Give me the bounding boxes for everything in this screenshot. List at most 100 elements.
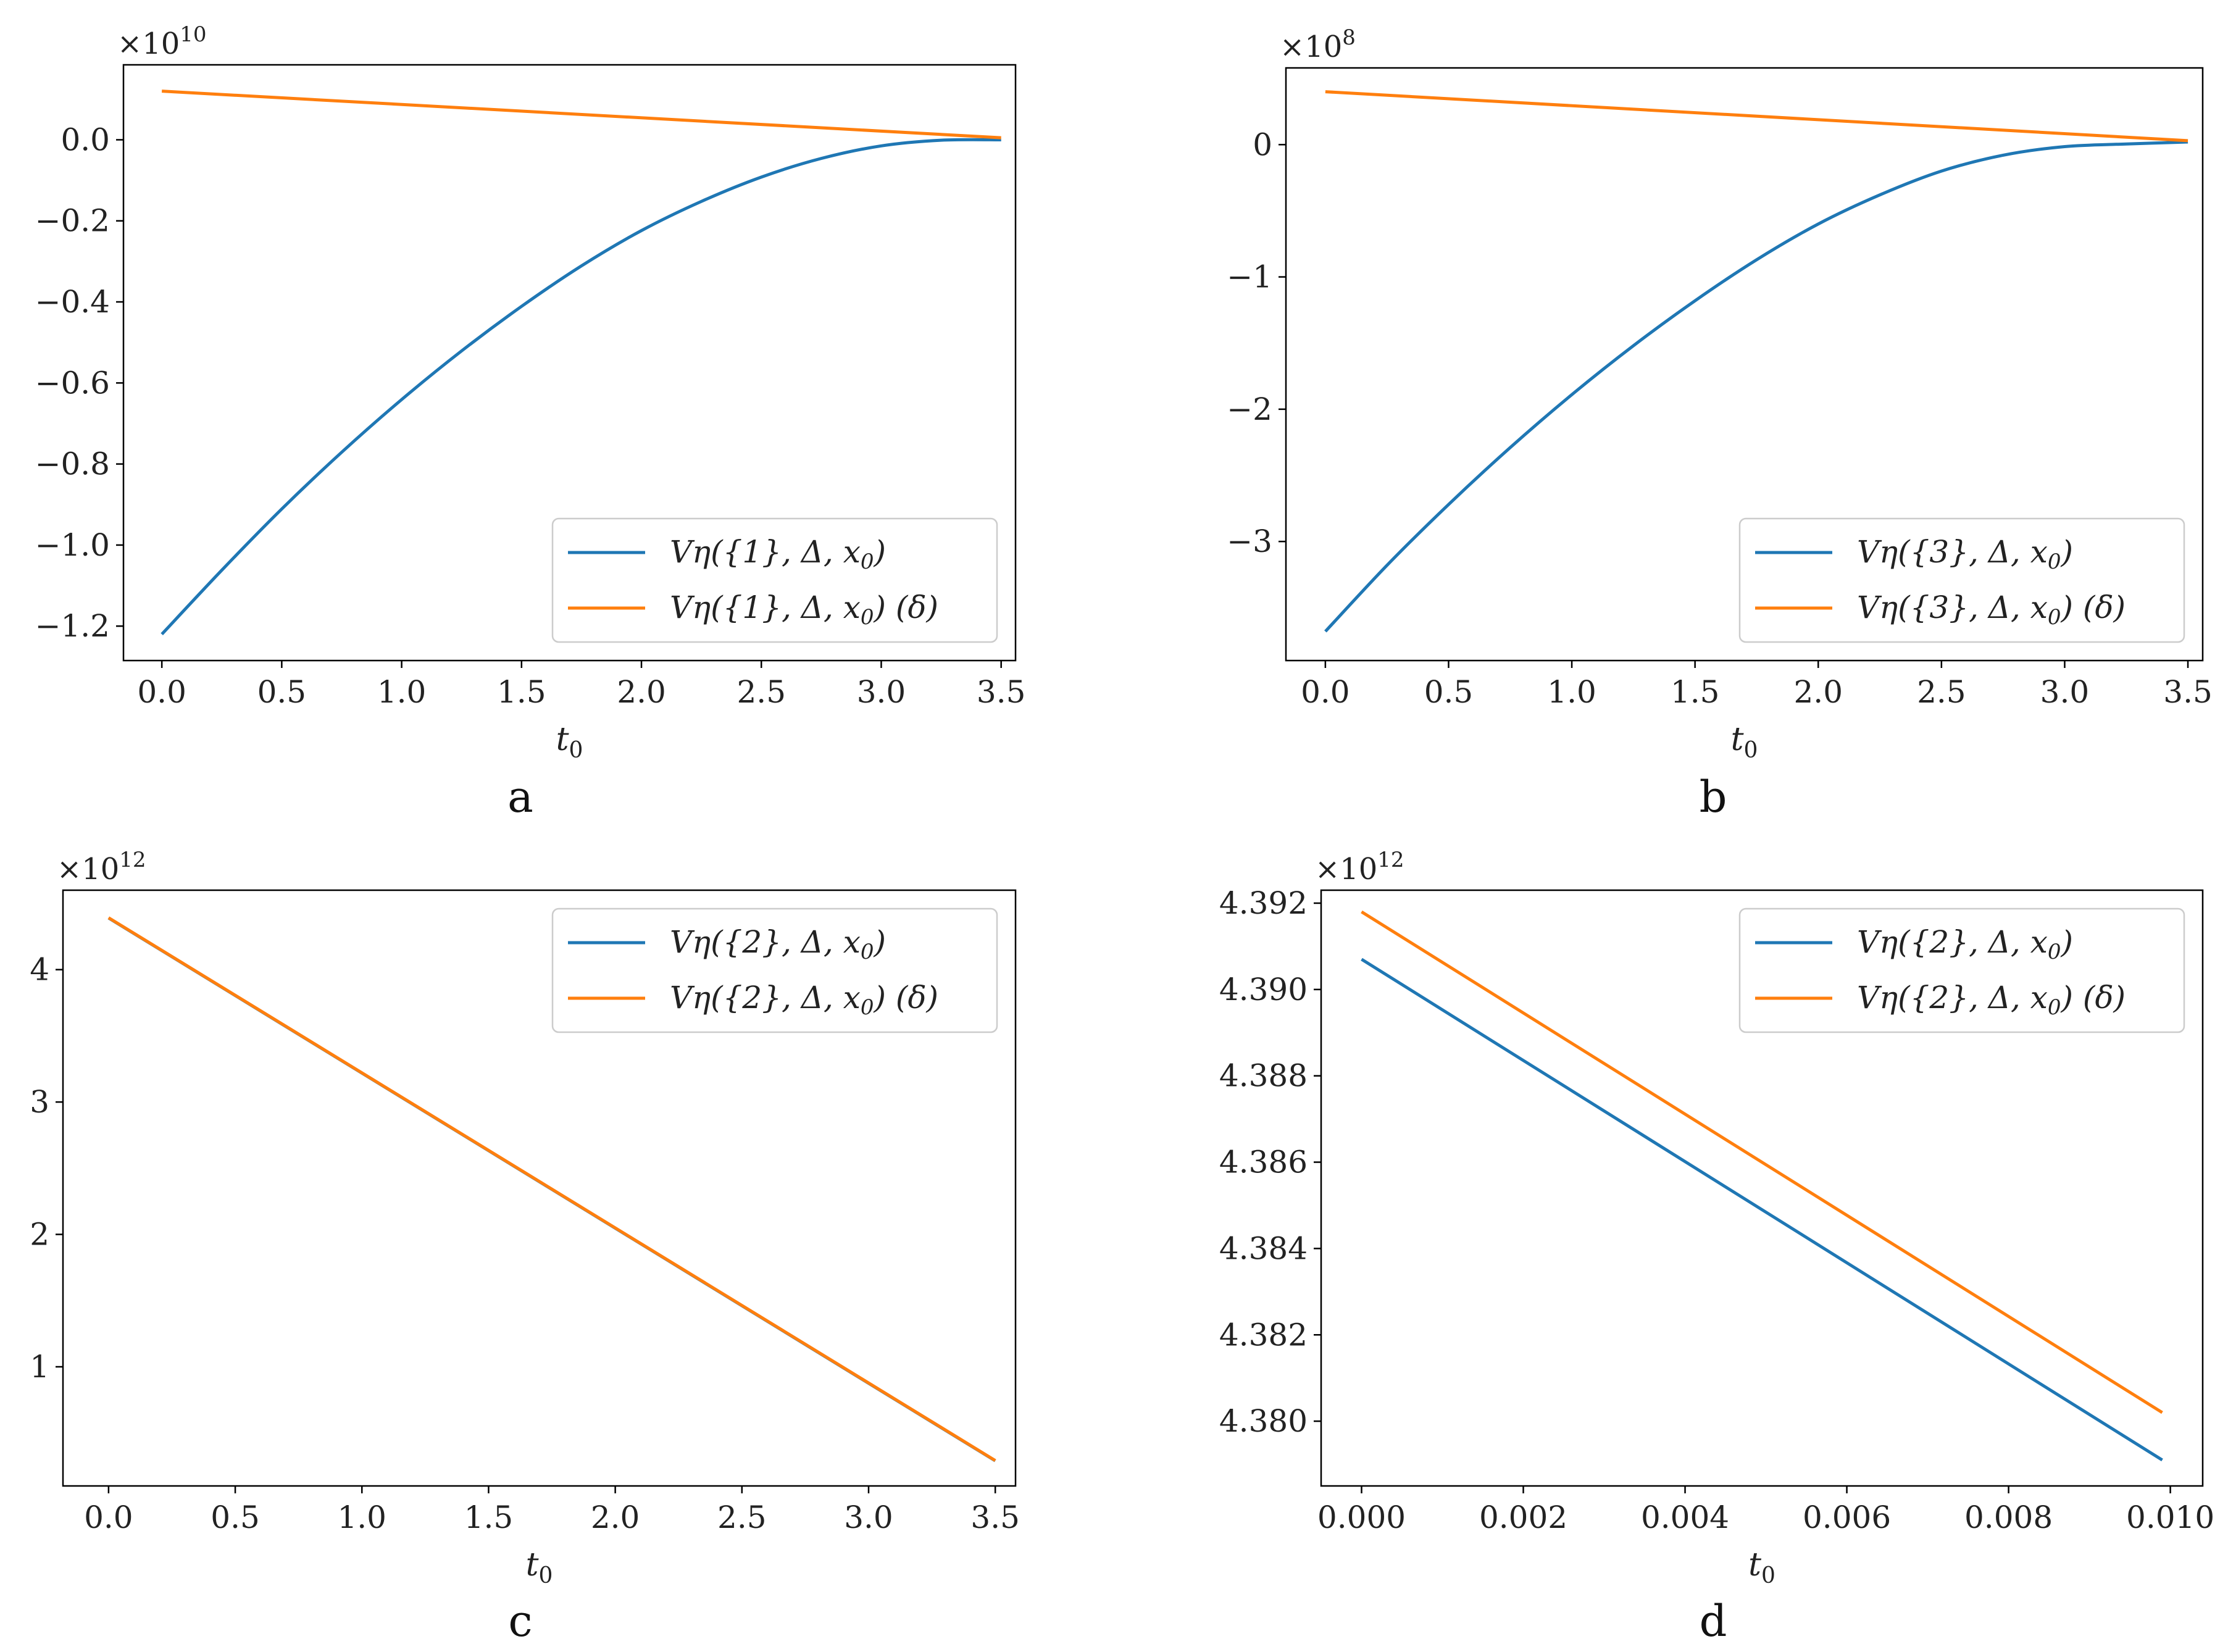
panel-label: a <box>507 772 533 822</box>
legend-entry-tail: ) <box>2061 924 2074 960</box>
x-tick-label: 0.5 <box>1424 674 1474 710</box>
y-tick-label: −0.8 <box>35 446 110 482</box>
y-tick-label: 0 <box>1253 127 1272 162</box>
legend-entry: Vη({2}, Δ, x0) <box>670 924 886 964</box>
x-tick-label: 1.0 <box>337 1500 386 1535</box>
x-tick-label: 3.5 <box>2163 674 2213 710</box>
legend-box <box>551 517 998 643</box>
legend-entry-subscript: 0 <box>2048 995 2061 1020</box>
legend-box <box>1738 907 2185 1033</box>
x-tick-label: 3.5 <box>970 1500 1020 1535</box>
legend-entry-subscript: 0 <box>861 549 874 574</box>
y-tick-label: 4.382 <box>1219 1317 1308 1353</box>
x-tick-label: 3.0 <box>844 1500 893 1535</box>
y-tick-label: 4.386 <box>1219 1145 1308 1180</box>
axes-frame <box>1320 889 2204 1487</box>
x-axis-label-main: t <box>556 721 569 758</box>
y-tick-label: −3 <box>1227 524 1272 559</box>
axes-frame <box>122 64 1017 662</box>
legend-entry: Vη({2}, Δ, x0) (δ) <box>1857 980 2126 1020</box>
y-tick-label: 4.392 <box>1219 885 1308 921</box>
y-tick-label: −1 <box>1227 259 1272 295</box>
y-tick-label: −0.2 <box>35 203 110 239</box>
panel-label: c <box>508 1596 532 1646</box>
legend-entry-main: Vη({1}, Δ, x <box>670 534 861 570</box>
x-tick-label: 1.5 <box>464 1500 514 1535</box>
legend-box <box>1738 517 2185 643</box>
y-tick-label: 4.390 <box>1219 972 1308 1007</box>
x-tick-label: 1.5 <box>1671 674 1720 710</box>
x-tick-label: 2.0 <box>1793 674 1843 710</box>
y-tick-label: 4.384 <box>1219 1230 1308 1266</box>
x-tick-label: 2.5 <box>736 674 786 710</box>
panel-label: b <box>1700 772 1727 822</box>
legend-entry-tail: ) <box>874 534 887 570</box>
y-tick-label: −1.0 <box>35 527 110 563</box>
x-axis-label: t0 <box>1748 1546 1775 1588</box>
legend-entry: Vη({2}, Δ, x0) (δ) <box>670 980 938 1020</box>
axis-multiplier-base: ×10 <box>57 852 119 886</box>
axes-frame <box>62 889 1017 1487</box>
legend-entry-subscript: 0 <box>861 605 874 630</box>
axis-multiplier-exponent: 8 <box>1342 25 1356 50</box>
x-tick-label: 0.004 <box>1641 1500 1729 1535</box>
x-tick-label: 0.0 <box>84 1500 133 1535</box>
legend-entry-main: Vη({3}, Δ, x <box>1857 534 2048 570</box>
legend-entry-tail: ) <box>2061 534 2074 570</box>
legend-entry-main: Vη({3}, Δ, x <box>1857 590 2048 625</box>
x-tick-label: 3.5 <box>977 674 1026 710</box>
x-axis-label: t0 <box>556 721 583 763</box>
x-tick-label: 3.0 <box>857 674 906 710</box>
x-tick-label: 0.5 <box>257 674 307 710</box>
x-tick-label: 0.006 <box>1803 1500 1891 1535</box>
x-axis-label-main: t <box>1748 1546 1761 1583</box>
series-line-value <box>1361 957 2163 1462</box>
panel-c: 0.0 0.5 1.0 1.5 2.0 2.5 3.0 3.54321×1012t0Vη({2… <box>30 848 1020 1646</box>
panel-d: 0.000 0.002 0.004 0.006 0.008 0.010 4.392 4.390… <box>1219 848 2214 1646</box>
y-tick-label: 4.388 <box>1219 1058 1308 1094</box>
x-tick-label: 2.5 <box>717 1500 767 1535</box>
x-tick-label: 2.5 <box>1917 674 1966 710</box>
legend-entry-tail: ) (δ) <box>2061 980 2126 1016</box>
axis-multiplier-exponent: 10 <box>180 22 206 47</box>
y-tick-label: 1 <box>30 1349 49 1385</box>
legend-entry-tail: ) (δ) <box>874 980 939 1016</box>
x-axis-label-main: t <box>1731 721 1744 758</box>
legend-entry-main: Vη({1}, Δ, x <box>670 590 861 625</box>
legend-entry: Vη({2}, Δ, x0) <box>1857 924 2073 964</box>
panel-a: 0.0 0.5 1.0 1.5 2.0 2.5 3.0 3.5 0.0 −0.2 −0.4 −0.6 −… <box>35 22 1026 822</box>
x-tick-label: 1.5 <box>497 674 546 710</box>
panel-b: 0.0 0.5 1.0 1.5 2.0 2.5 3.0 3.50−1−2−3×108t0Vη(… <box>1227 25 2213 822</box>
x-axis-label-main: t <box>526 1546 539 1583</box>
legend-entry: Vη({1}, Δ, x0) <box>670 534 886 574</box>
y-tick-label: 0.0 <box>60 122 110 157</box>
legend-entry-main: Vη({2}, Δ, x <box>670 980 861 1016</box>
series-line-value <box>161 138 1001 636</box>
legend-entry-subscript: 0 <box>861 995 874 1020</box>
x-tick-label: 0.0 <box>1301 674 1350 710</box>
legend-entry-tail: ) (δ) <box>2061 590 2126 625</box>
legend-entry: Vη({3}, Δ, x0) (δ) <box>1857 590 2126 630</box>
axes-frame <box>1285 67 2204 662</box>
legend-entry-subscript: 0 <box>2048 549 2061 574</box>
x-tick-label: 3.0 <box>2040 674 2090 710</box>
axis-multiplier-exponent: 12 <box>1377 848 1404 872</box>
legend-entry: Vη({1}, Δ, x0) (δ) <box>670 590 938 630</box>
x-axis-label: t0 <box>526 1546 553 1588</box>
legend-entry-subscript: 0 <box>861 940 874 964</box>
y-tick-label: −0.4 <box>35 284 110 320</box>
x-axis-label-subscript: 0 <box>1744 738 1758 763</box>
x-tick-label: 1.0 <box>377 674 427 710</box>
legend-entry-subscript: 0 <box>2048 605 2061 630</box>
legend-entry-subscript: 0 <box>2048 940 2061 964</box>
x-axis-label: t0 <box>1731 721 1758 763</box>
legend-entry-main: Vη({2}, Δ, x <box>1857 924 2048 960</box>
series-line-delta <box>1325 90 2188 143</box>
y-tick-label: 4 <box>30 952 49 988</box>
series-line-delta <box>162 90 1001 140</box>
axis-multiplier-base: ×10 <box>1315 852 1377 886</box>
series-line-delta <box>1361 910 2163 1414</box>
x-tick-label: 2.0 <box>591 1500 640 1535</box>
axis-multiplier-base: ×10 <box>117 27 180 61</box>
